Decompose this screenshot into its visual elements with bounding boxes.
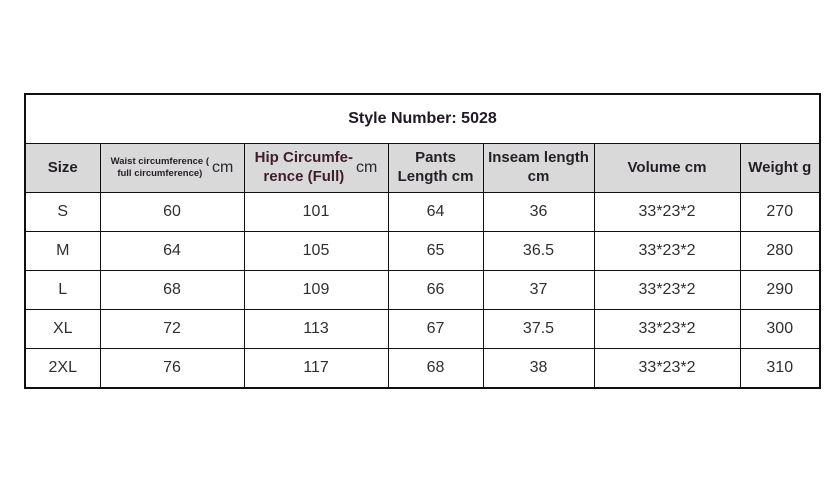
col-header-pants-length: Pants Length cm	[387, 143, 484, 193]
col-header-volume: Volume cm	[593, 143, 741, 193]
size-cell: M	[24, 231, 101, 271]
size-cell: L	[24, 270, 101, 310]
table-row: M 64 105 65 36.5 33*23*2 280	[24, 231, 821, 271]
waist-label-line1: Waist circumference (	[110, 155, 210, 167]
hip-value-cell: 105	[243, 231, 389, 271]
size-cell: S	[24, 192, 101, 232]
inseam-value-cell: 36	[482, 192, 595, 232]
size-cell: XL	[24, 309, 101, 349]
inseam-label-line1: Inseam length	[488, 149, 589, 167]
weight-value-cell: 280	[739, 231, 821, 271]
volume-value-cell: 33*23*2	[593, 309, 741, 349]
col-header-hip: Hip Circumfe- rence (Full) cm	[243, 143, 389, 193]
waist-header-content: Waist circumference ( full circumference…	[101, 156, 243, 181]
table-row: L 68 109 66 37 33*23*2 290	[24, 270, 821, 310]
table-title: Style Number: 5028	[24, 93, 821, 144]
volume-value-cell: 33*23*2	[593, 270, 741, 310]
hip-value-cell: 109	[243, 270, 389, 310]
pants-length-value-cell: 66	[387, 270, 484, 310]
inseam-header-label: Inseam length cm	[488, 149, 589, 185]
title-row: Style Number: 5028	[24, 93, 821, 144]
column-header-row: Size Waist circumference ( full circumfe…	[24, 143, 821, 193]
inseam-value-cell: 37.5	[482, 309, 595, 349]
hip-value-cell: 117	[243, 348, 389, 389]
table-row: 2XL 76 117 68 38 33*23*2 310	[24, 348, 821, 389]
volume-header-label: Volume cm	[627, 158, 707, 176]
inseam-value-cell: 38	[482, 348, 595, 389]
waist-label-line2: full circumference)	[117, 168, 203, 179]
size-chart-table: Style Number: 5028 Size Waist circumfere…	[24, 93, 822, 389]
pants-length-value-cell: 68	[387, 348, 484, 389]
table-body: S 60 101 64 36 33*23*2 270 M 64 105 65 36.5 33*23*2 2…	[24, 192, 821, 389]
weight-value-cell: 310	[739, 348, 821, 389]
hip-label-line2: rence (Full)	[263, 168, 345, 185]
hip-unit-label: cm	[356, 159, 378, 176]
volume-value-cell: 33*23*2	[593, 192, 741, 232]
table-row: S 60 101 64 36 33*23*2 270	[24, 192, 821, 232]
table-row: XL 72 113 67 37.5 33*23*2 300	[24, 309, 821, 349]
waist-value-cell: 60	[99, 192, 245, 232]
weight-value-cell: 270	[739, 192, 821, 232]
col-header-inseam: Inseam length cm	[482, 143, 595, 193]
pants-label-line1: Pants	[415, 149, 456, 167]
weight-value-cell: 300	[739, 309, 821, 349]
col-header-weight: Weight g	[739, 143, 821, 193]
waist-value-cell: 76	[99, 348, 245, 389]
size-header-label: Size	[47, 158, 78, 176]
waist-value-cell: 72	[99, 309, 245, 349]
inseam-value-cell: 37	[482, 270, 595, 310]
waist-value-cell: 64	[99, 231, 245, 271]
weight-value-cell: 290	[739, 270, 821, 310]
hip-value-cell: 113	[243, 309, 389, 349]
volume-value-cell: 33*23*2	[593, 348, 741, 389]
volume-value-cell: 33*23*2	[593, 231, 741, 271]
pants-length-value-cell: 67	[387, 309, 484, 349]
waist-header-label: Waist circumference ( full circumference…	[111, 156, 209, 181]
inseam-label-line2: cm	[527, 168, 550, 185]
hip-header-label: Hip Circumfe- rence (Full)	[255, 149, 353, 187]
col-header-size: Size	[24, 143, 101, 193]
waist-value-cell: 68	[99, 270, 245, 310]
waist-unit-label: cm	[212, 159, 234, 176]
pants-length-value-cell: 65	[387, 231, 484, 271]
weight-header-label: Weight g	[748, 158, 812, 176]
col-header-waist: Waist circumference ( full circumference…	[99, 143, 245, 193]
hip-value-cell: 101	[243, 192, 389, 232]
hip-header-content: Hip Circumfe- rence (Full) cm	[245, 149, 387, 187]
size-cell: 2XL	[24, 348, 101, 389]
pants-length-value-cell: 64	[387, 192, 484, 232]
pants-header-label: Pants Length cm	[398, 149, 474, 185]
hip-label-line1: Hip Circumfe-	[254, 149, 353, 167]
inseam-value-cell: 36.5	[482, 231, 595, 271]
pants-label-line2: Length cm	[397, 168, 474, 185]
